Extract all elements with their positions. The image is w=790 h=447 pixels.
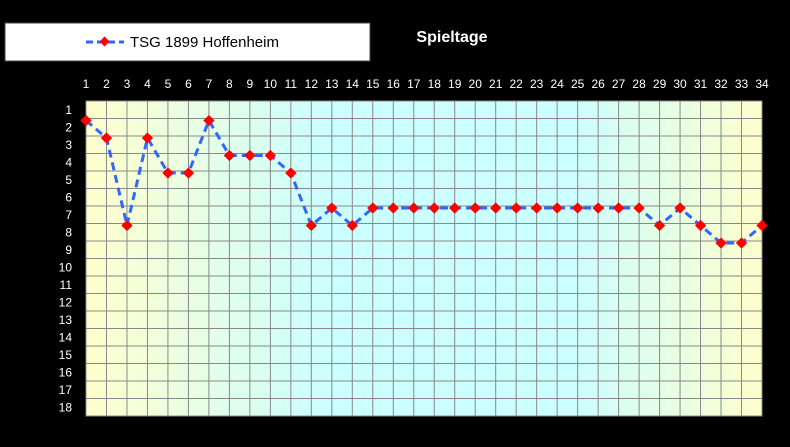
x-tick-label: 12 (305, 77, 319, 91)
x-tick-label: 3 (124, 77, 131, 91)
x-tick-label: 10 (264, 77, 278, 91)
chart-title: Spieltage (416, 29, 487, 46)
y-tick-label: 2 (65, 120, 72, 134)
series-line (85, 117, 763, 245)
x-tick-label: 27 (612, 77, 626, 91)
x-tick-label: 20 (469, 77, 483, 91)
y-tick-label: 15 (59, 348, 73, 362)
y-tick-label: 18 (59, 400, 73, 414)
series-layer (80, 114, 768, 249)
x-tick-label: 28 (632, 77, 646, 91)
x-tick-label: 16 (387, 77, 401, 91)
x-tick-label: 30 (673, 77, 687, 91)
x-tick-label: 4 (144, 77, 151, 91)
data-point (285, 167, 297, 179)
x-axis-ticks: 1 2 3 4 5 6 7 8 9 10 11 12 13 14 15 16 17 18 19 20 21 22 23 24 2… (83, 77, 769, 91)
data-point (162, 167, 174, 179)
x-tick-label: 26 (591, 77, 605, 91)
data-point (551, 202, 563, 214)
legend-box (4, 22, 371, 62)
x-tick-label: 9 (247, 77, 254, 91)
y-tick-label: 6 (65, 190, 72, 204)
x-tick-label: 2 (103, 77, 110, 91)
data-point (633, 202, 645, 214)
y-tick-label: 11 (60, 278, 73, 292)
data-point (223, 149, 236, 162)
data-point (510, 202, 522, 214)
data-point (735, 237, 748, 249)
data-point (141, 132, 154, 144)
x-tick-label: 29 (653, 77, 667, 91)
y-tick-label: 4 (65, 155, 72, 169)
data-point (694, 219, 707, 232)
legend: TSG 1899 Hoffenheim (4, 22, 371, 62)
x-tick-label: 33 (735, 77, 749, 91)
data-point (305, 219, 317, 232)
data-point (367, 202, 379, 214)
y-tick-label: 5 (65, 173, 72, 187)
y-tick-label: 13 (59, 313, 73, 327)
data-point (244, 149, 256, 162)
data-point (490, 202, 502, 214)
x-tick-label: 19 (448, 77, 462, 91)
x-tick-label: 18 (428, 77, 442, 91)
x-tick-label: 24 (550, 77, 564, 91)
y-tick-label: 10 (59, 260, 73, 274)
data-point (346, 219, 358, 232)
data-point (715, 237, 727, 249)
data-point (449, 202, 461, 214)
x-tick-label: 6 (185, 77, 192, 91)
x-tick-label: 25 (571, 77, 585, 91)
x-tick-label: 13 (325, 77, 339, 91)
y-tick-label: 12 (59, 295, 73, 309)
x-tick-label: 17 (407, 77, 421, 91)
legend-marker-sample (99, 36, 110, 47)
x-tick-label: 21 (489, 77, 503, 91)
x-tick-label: 22 (510, 77, 524, 91)
data-point (326, 202, 338, 214)
data-point (264, 149, 277, 162)
x-tick-label: 11 (285, 77, 298, 91)
data-point (428, 202, 440, 214)
y-tick-label: 9 (65, 243, 72, 257)
y-tick-label: 1 (65, 103, 72, 117)
x-tick-label: 8 (226, 77, 233, 91)
y-tick-label: 17 (59, 383, 73, 397)
data-point (592, 202, 604, 214)
x-tick-label: 15 (366, 77, 380, 91)
x-tick-label: 32 (714, 77, 728, 91)
data-point (571, 202, 584, 214)
data-point (387, 202, 399, 214)
x-tick-label: 14 (346, 77, 360, 91)
y-tick-label: 16 (59, 365, 73, 379)
data-point (531, 202, 543, 214)
data-point (469, 202, 481, 214)
y-tick-label: 7 (65, 208, 72, 222)
y-tick-label: 8 (65, 225, 72, 239)
y-tick-label: 3 (65, 138, 72, 152)
data-point (612, 202, 625, 214)
data-point (756, 219, 768, 232)
data-point (653, 219, 666, 232)
data-point (408, 202, 420, 214)
legend-label: TSG 1899 Hoffenheim (130, 34, 279, 51)
x-tick-label: 31 (694, 77, 708, 91)
x-tick-label: 1 (83, 77, 90, 91)
x-tick-label: 7 (206, 77, 213, 91)
x-tick-label: 5 (165, 77, 172, 91)
data-point (674, 202, 686, 214)
x-tick-label: 34 (755, 77, 769, 91)
y-tick-label: 14 (59, 330, 73, 344)
x-tick-label: 23 (530, 77, 544, 91)
data-point (182, 167, 195, 179)
